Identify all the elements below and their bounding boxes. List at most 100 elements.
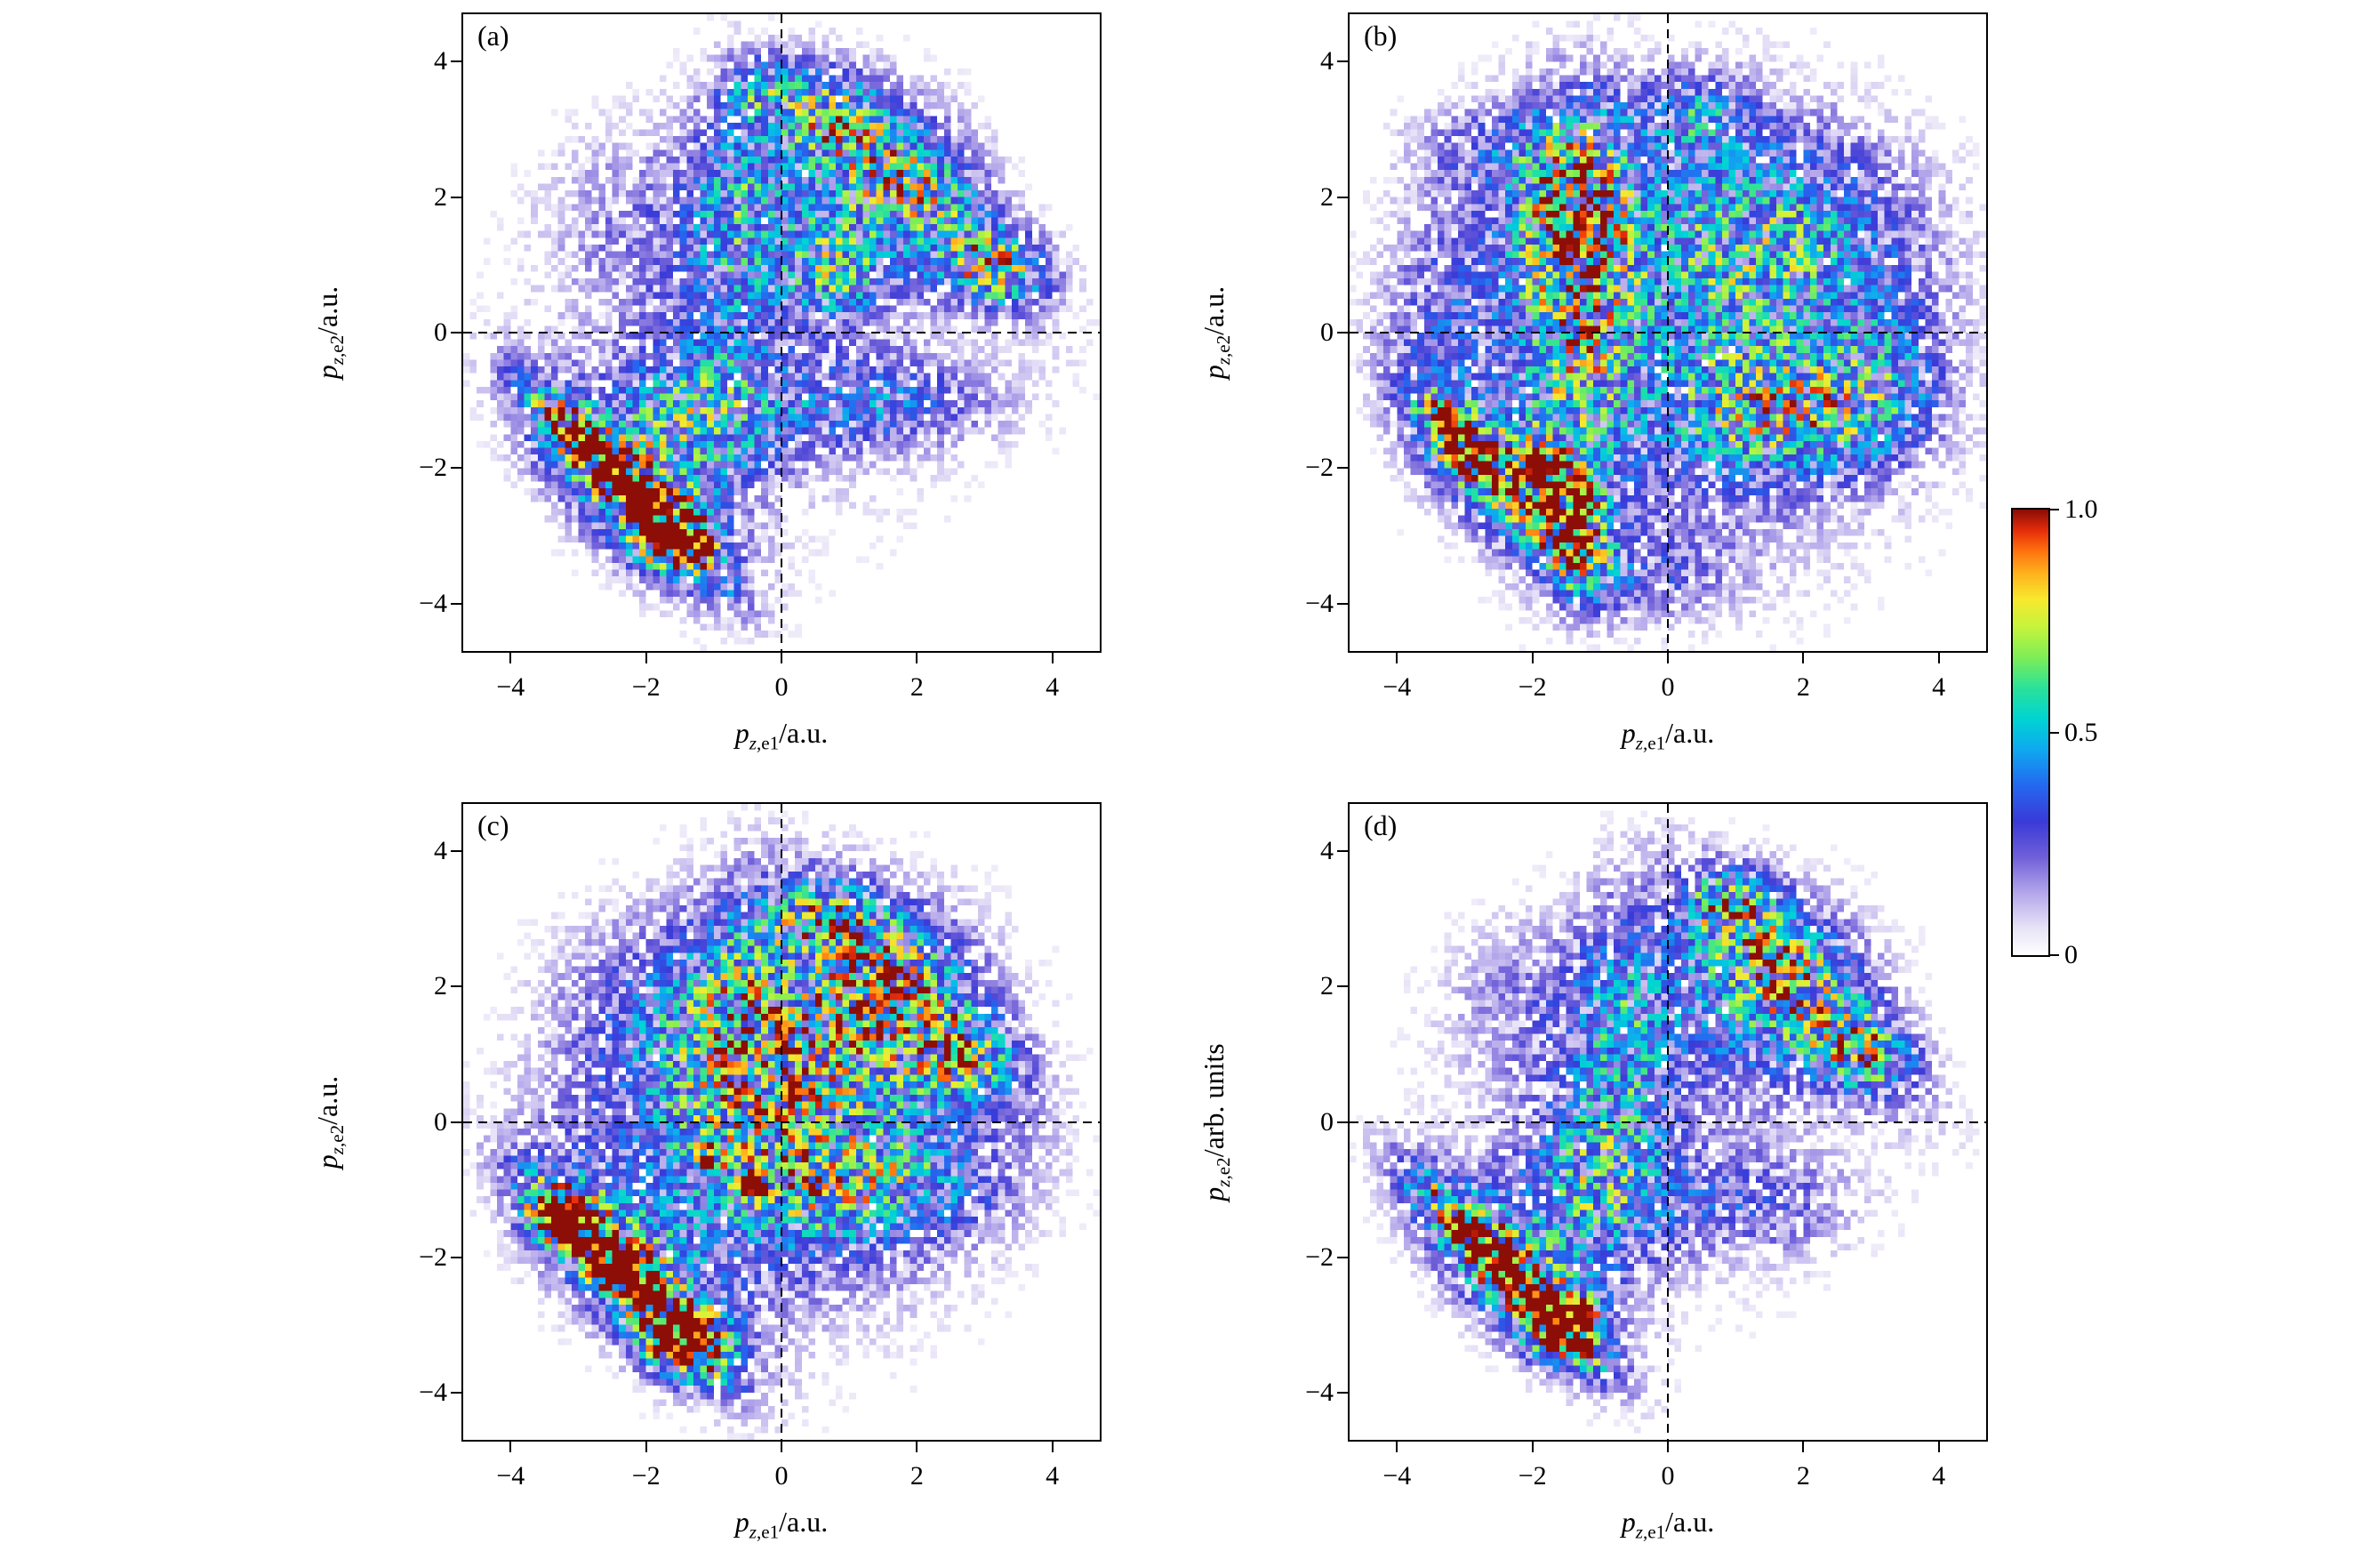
axis-subscript: z,e1 — [749, 1521, 779, 1542]
x-tick-label: 0 — [1661, 1461, 1675, 1491]
x-tick — [1531, 1442, 1534, 1452]
axis-sub-rest: ,e1 — [1642, 732, 1666, 754]
panel-d: (d) pz,e1/a.u. pz,e2/arb. units −4 −4 −2 −2… — [1198, 802, 1988, 1542]
x-tick — [1051, 653, 1054, 663]
axis-sub-rest: ,e1 — [1642, 1521, 1666, 1543]
axis-var: p — [1621, 717, 1636, 749]
axis-units: /a.u. — [310, 285, 343, 335]
axis-sub-italic: z — [749, 1521, 757, 1543]
axis-subscript: z,e1 — [749, 732, 779, 753]
axis-subscript: z,e2 — [326, 1124, 348, 1153]
colorbar: 1.0 0.5 0 — [2011, 494, 2098, 969]
axis-units: /arb. units — [1197, 1042, 1230, 1157]
x-tick-label: −2 — [631, 1461, 661, 1491]
y-tick — [451, 467, 461, 470]
y-tick-label: −4 — [419, 1377, 447, 1407]
y-tick — [1337, 1256, 1348, 1258]
zero-line-vertical — [781, 804, 782, 1440]
axis-sub-rest: ,e2 — [326, 1124, 349, 1147]
y-tick-label: 4 — [1320, 836, 1334, 866]
y-tick-label: 0 — [434, 1106, 447, 1137]
panel-a: (a) pz,e1/a.u. pz,e2/a.u. −4 −4 −2 −2 0 0 2 2 4 4 — [311, 12, 1102, 753]
panel-b: (b) pz,e1/a.u. pz,e2/a.u. −4 −4 −2 −2 0 0 2 2 4 4 — [1198, 12, 1988, 753]
y-tick — [1337, 602, 1348, 605]
y-tick — [451, 985, 461, 988]
axis-sub-rest: ,e2 — [1213, 334, 1235, 358]
x-tick — [509, 1442, 512, 1452]
x-tick-label: −4 — [496, 1461, 525, 1491]
y-tick — [451, 850, 461, 853]
panel-d-y-axis-label: pz,e2/arb. units — [1198, 1043, 1235, 1201]
panel-c-label: (c) — [477, 809, 509, 841]
x-tick-label: 4 — [1932, 1461, 1946, 1491]
y-tick-label: 2 — [434, 181, 447, 212]
axis-sub-italic: z — [1635, 1521, 1643, 1543]
y-tick — [451, 1391, 461, 1394]
colorbar-tick-label: 0.5 — [2064, 717, 2098, 747]
y-tick — [451, 332, 461, 334]
x-tick-label: −2 — [631, 672, 661, 702]
x-tick — [781, 1442, 782, 1452]
zero-line-vertical — [1667, 804, 1669, 1440]
y-tick-label: 4 — [1320, 46, 1334, 76]
x-tick-label: 0 — [774, 672, 789, 702]
panel-d-label: (d) — [1364, 809, 1398, 841]
x-tick — [1937, 653, 1940, 663]
zero-line-vertical — [1667, 14, 1669, 651]
y-tick-label: 4 — [434, 836, 447, 866]
y-tick — [451, 1256, 461, 1258]
y-tick-label: 0 — [1320, 317, 1334, 347]
x-tick — [1937, 1442, 1940, 1452]
x-tick — [1051, 1442, 1054, 1452]
colorbar-tick — [2050, 731, 2059, 734]
y-tick — [451, 602, 461, 605]
panel-a-x-axis-label: pz,e1/a.u. — [735, 717, 829, 754]
y-tick-label: −2 — [419, 1242, 447, 1272]
zero-line-vertical — [781, 14, 782, 651]
x-tick-label: −2 — [1518, 672, 1547, 702]
x-tick-label: 0 — [1661, 672, 1675, 702]
y-tick — [451, 1121, 461, 1123]
y-tick-label: −4 — [1305, 588, 1334, 618]
axis-units: /a.u. — [1197, 285, 1230, 335]
panel-c: (c) pz,e1/a.u. pz,e2/a.u. −4 −4 −2 −2 0 0 2 2 4 4 — [311, 802, 1102, 1542]
colorbar-tick — [2050, 954, 2059, 956]
y-tick-label: −2 — [419, 453, 447, 483]
axis-var: p — [310, 1153, 343, 1169]
y-tick-label: 0 — [434, 317, 447, 347]
axis-var: p — [1197, 365, 1230, 380]
y-tick-label: 2 — [434, 971, 447, 1001]
axis-sub-italic: z — [749, 732, 757, 754]
axis-sub-italic: z — [326, 1146, 349, 1154]
y-tick — [1337, 985, 1348, 988]
x-tick-label: 2 — [910, 1461, 924, 1491]
x-tick-label: −4 — [1382, 1461, 1412, 1491]
x-tick-label: −4 — [1382, 672, 1412, 702]
axis-var: p — [734, 1506, 749, 1538]
y-tick-label: −2 — [1305, 1242, 1334, 1272]
x-tick-label: 0 — [774, 1461, 789, 1491]
axis-sub-rest: ,e1 — [756, 732, 780, 754]
x-tick — [645, 653, 647, 663]
x-tick — [509, 653, 512, 663]
x-tick — [645, 1442, 647, 1452]
y-tick-label: −2 — [1305, 453, 1334, 483]
y-tick — [1337, 196, 1348, 198]
x-tick-label: 2 — [910, 672, 924, 702]
colorbar-gradient — [2013, 510, 2048, 955]
x-tick — [916, 653, 918, 663]
axis-sub-rest: ,e2 — [326, 334, 349, 358]
x-tick — [1531, 653, 1534, 663]
axis-units: /a.u. — [779, 1506, 829, 1538]
x-tick-label: −2 — [1518, 1461, 1547, 1491]
x-tick-label: −4 — [496, 672, 525, 702]
axis-subscript: z,e2 — [326, 335, 348, 365]
axis-var: p — [1621, 1506, 1636, 1538]
y-tick-label: 4 — [434, 46, 447, 76]
y-tick — [1337, 467, 1348, 470]
x-tick-label: 2 — [1796, 672, 1810, 702]
x-tick — [916, 1442, 918, 1452]
x-tick — [1802, 1442, 1805, 1452]
panel-a-label: (a) — [477, 20, 509, 52]
